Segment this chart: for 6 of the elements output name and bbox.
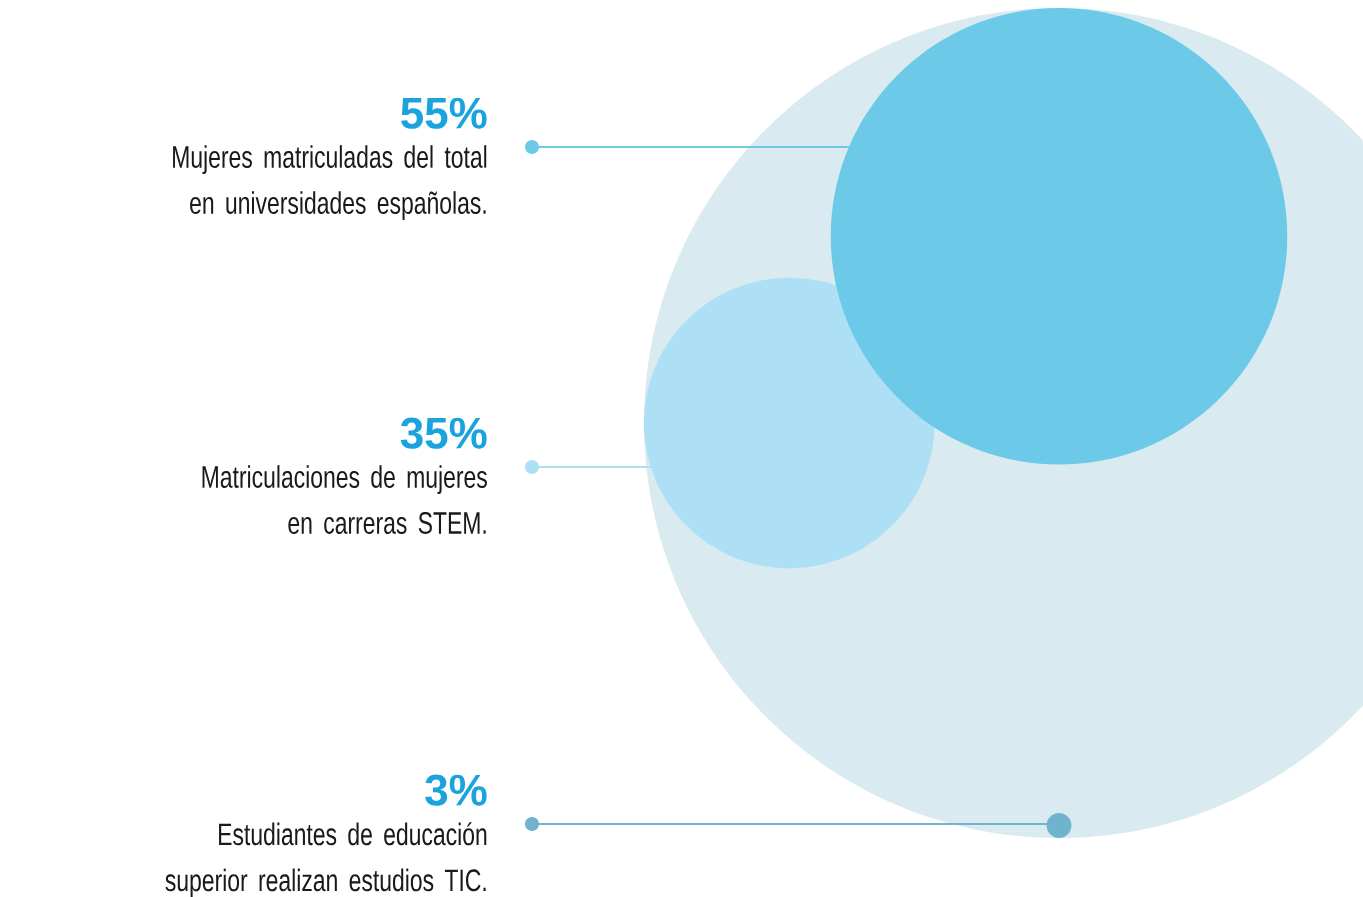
data-label: 55%	[401, 97, 487, 129]
category-label: Estudiantes de educación superior realizan estudios TIC.	[165, 822, 487, 897]
data-label: 3%	[425, 774, 487, 806]
category-label: Matriculaciones de mujeres en carreras STEM.	[202, 465, 487, 534]
data-label: 35%	[400, 417, 487, 449]
category-label: Mujeres matriculadas del total en universidades españolas.	[173, 145, 487, 221]
